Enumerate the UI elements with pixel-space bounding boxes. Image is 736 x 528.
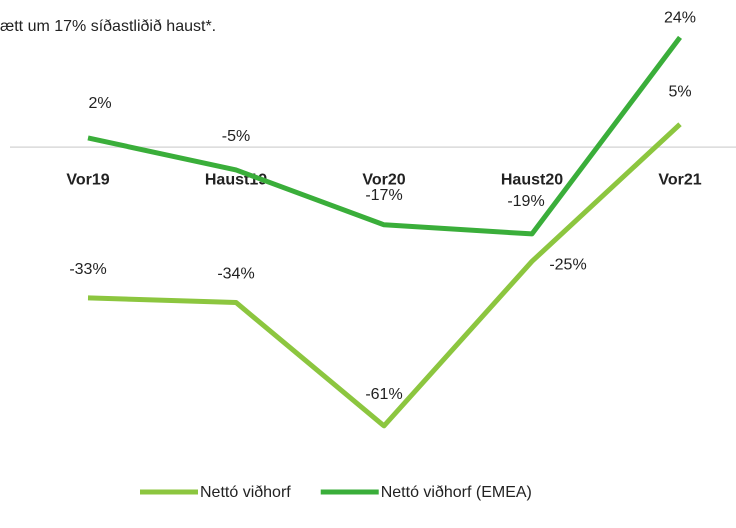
data-label: -61% (365, 386, 402, 403)
line (87, 35, 682, 237)
x-tick-label: Haust20 (501, 171, 563, 188)
legend-label: Nettó viðhorf (200, 484, 291, 501)
data-label: -34% (217, 266, 254, 283)
line (87, 122, 682, 429)
data-label: 5% (668, 83, 691, 100)
subtitle: ætt um 17% síðastliðið haust*. (0, 18, 216, 35)
data-label: 24% (664, 10, 696, 27)
data-label: 2% (88, 95, 111, 112)
x-tick-label: Vor20 (362, 171, 405, 188)
x-tick-label: Vor21 (658, 171, 701, 188)
x-tick-label: Vor19 (66, 171, 109, 188)
data-label: -17% (365, 187, 402, 204)
data-label: -33% (69, 261, 106, 278)
legend-label: Nettó viðhorf (EMEA) (381, 484, 532, 501)
data-label: -25% (549, 257, 586, 274)
data-label: -19% (507, 193, 544, 210)
data-label: -5% (222, 128, 250, 145)
